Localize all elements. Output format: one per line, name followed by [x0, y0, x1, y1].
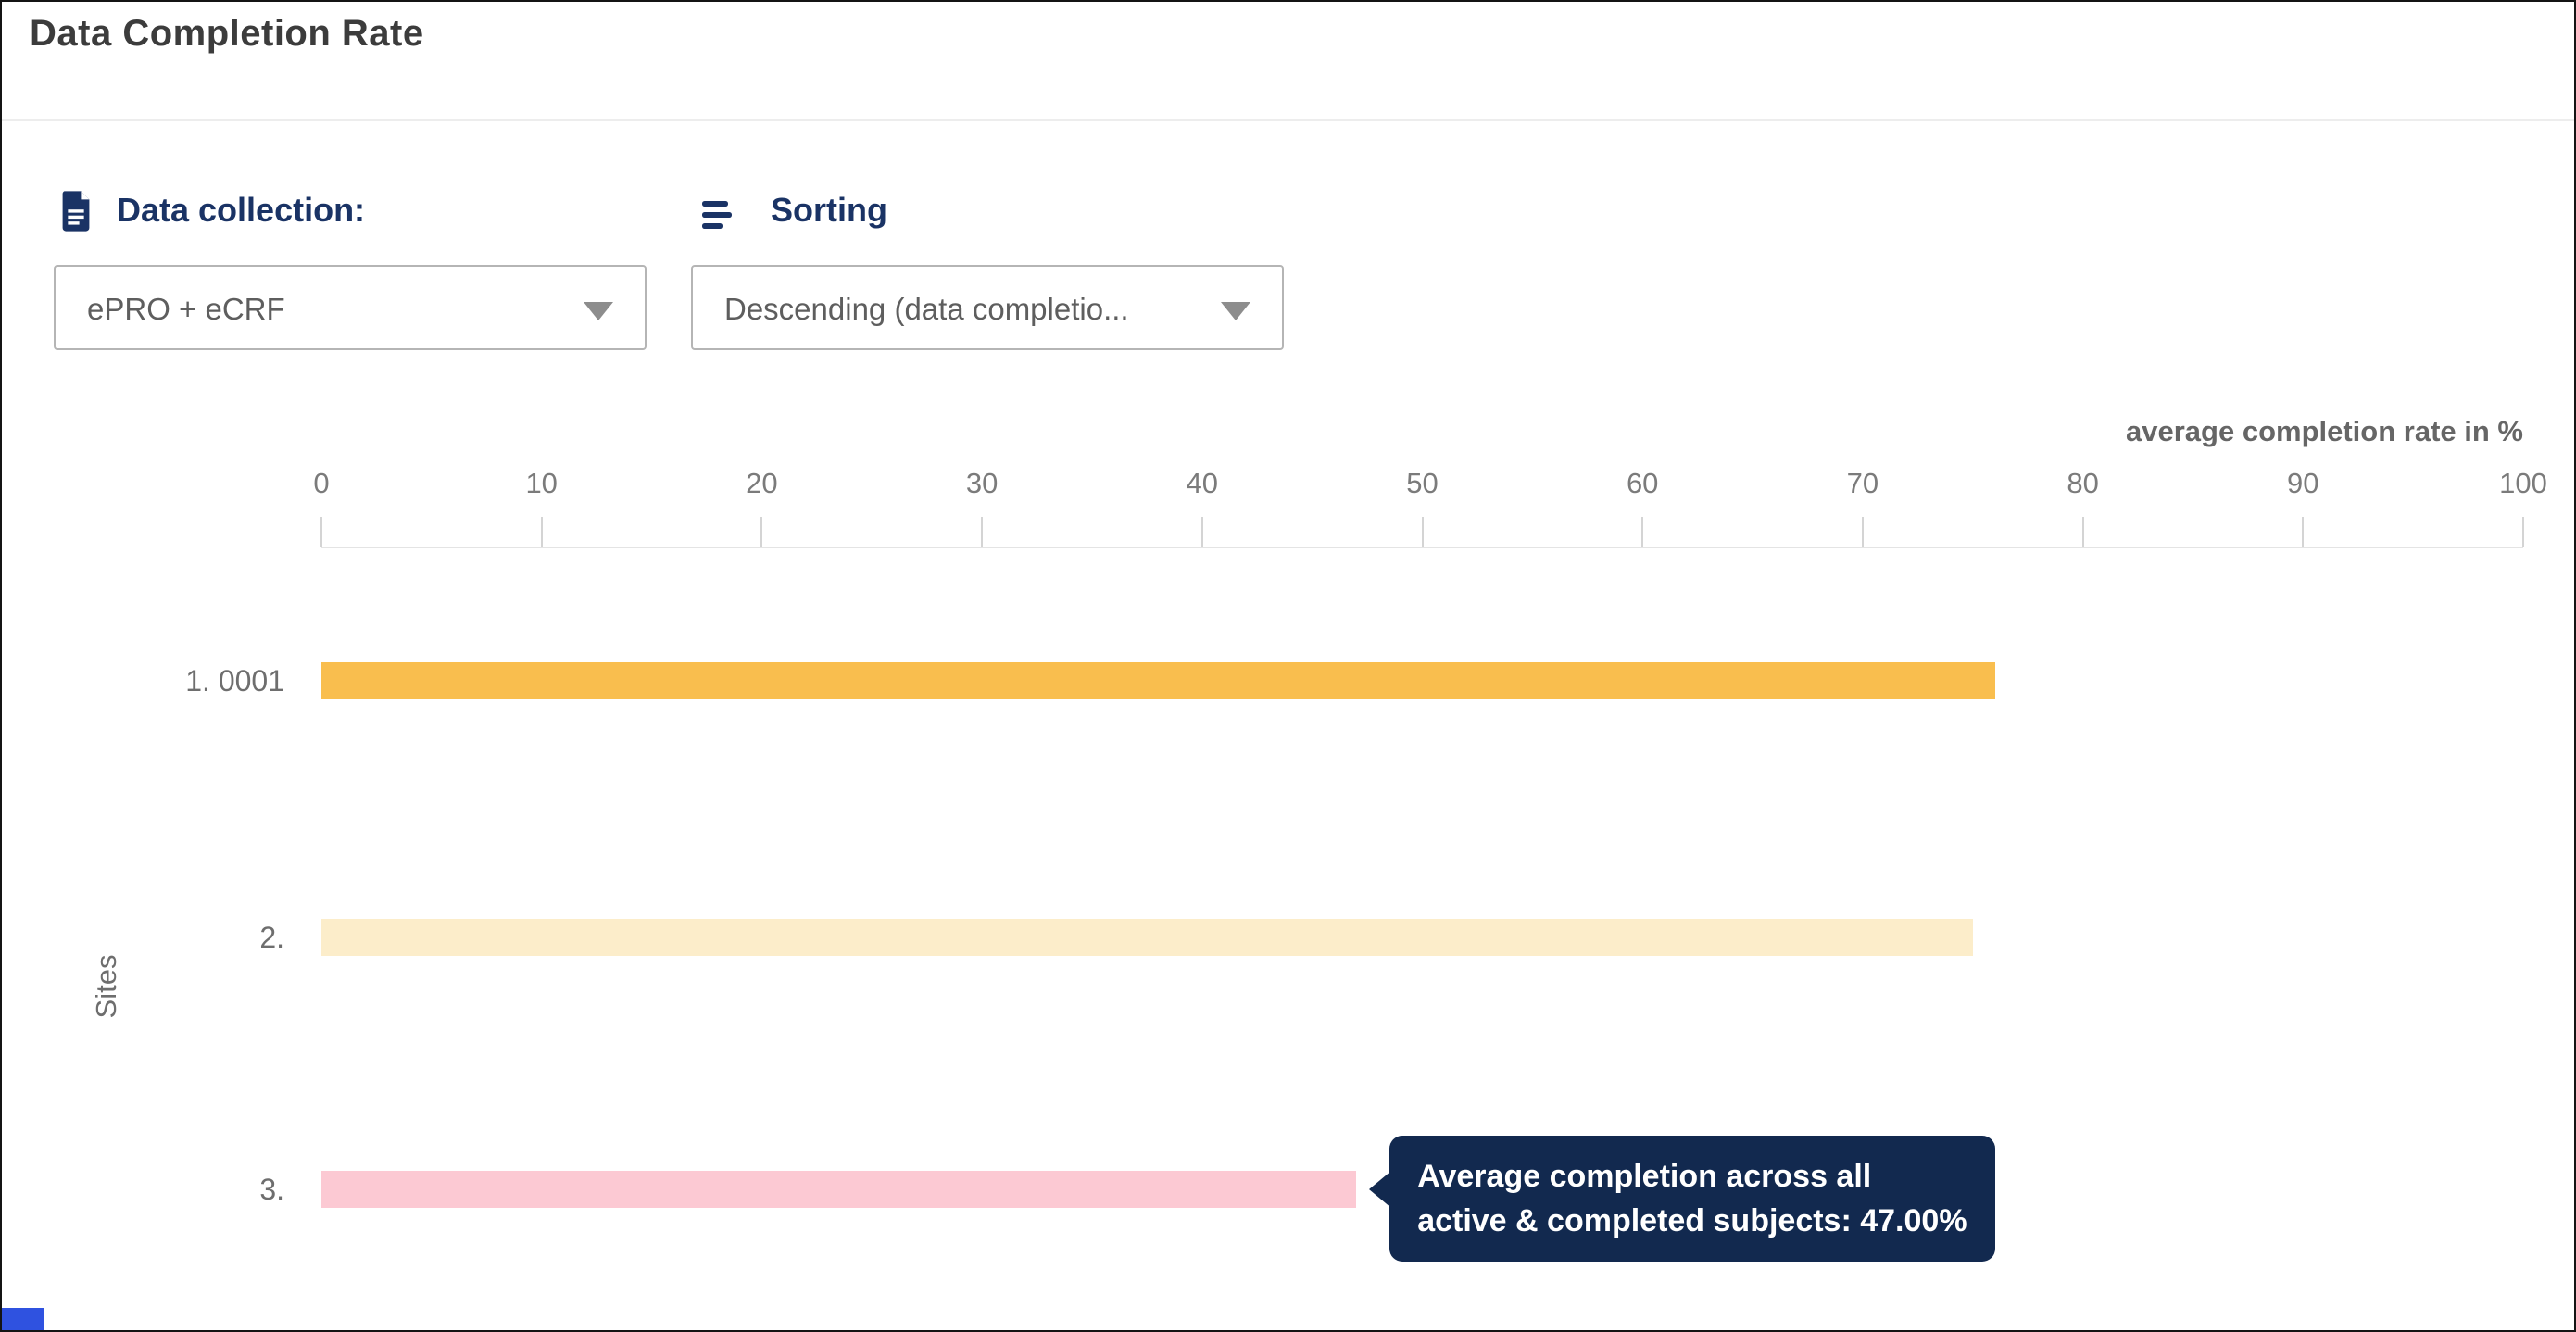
data-collection-select[interactable]: ePRO + eCRF [54, 265, 647, 350]
tooltip-line-1: Average completion across all [1417, 1159, 1872, 1194]
x-tick-label: 70 [1846, 467, 1879, 499]
bar-label-1: 1. 0001 [185, 664, 284, 697]
x-tick-label: 80 [2067, 467, 2099, 499]
x-tick-mark [1200, 517, 1203, 547]
x-tick-mark [2081, 517, 2084, 547]
x-tick-mark [1861, 517, 1864, 547]
chevron-down-icon [1221, 302, 1250, 320]
x-tick-label: 90 [2287, 467, 2319, 499]
x-axis-line [321, 547, 2523, 548]
x-tick-mark [2522, 517, 2524, 547]
sorting-select[interactable]: Descending (data completio... [691, 265, 1284, 350]
x-tick-mark [540, 517, 543, 547]
x-tick-label: 100 [2499, 467, 2547, 499]
x-tick-label: 0 [313, 467, 330, 499]
x-tick-label: 20 [746, 467, 778, 499]
tooltip-arrow-left-icon [1369, 1171, 1392, 1208]
sorting-value: Descending (data completio... [724, 292, 1129, 326]
x-tick-mark [981, 517, 984, 547]
x-tick-label: 40 [1186, 467, 1219, 499]
x-tick-label: 50 [1406, 467, 1439, 499]
x-tick-label: 60 [1626, 467, 1659, 499]
bar-site-1[interactable] [321, 662, 1995, 699]
bar-label-3: 3. [259, 1173, 284, 1206]
x-tick-mark [320, 517, 322, 547]
bar-site-3[interactable] [321, 1171, 1357, 1208]
x-tick-mark [1641, 517, 1644, 547]
chevron-down-icon [584, 302, 613, 320]
x-tick-mark [2302, 517, 2305, 547]
x-tick-mark [760, 517, 763, 547]
x-tick-mark [1421, 517, 1424, 547]
tooltip-line-2: active & completed subjects: 47.00% [1417, 1203, 1967, 1238]
sorting-label: Sorting [771, 191, 887, 229]
y-axis-label: Sites [90, 954, 122, 1019]
document-icon [59, 191, 93, 236]
x-axis-title: average completion rate in % [2126, 415, 2523, 447]
chart-tooltip: Average completion across all active & c… [1369, 1136, 1995, 1262]
header-divider [2, 119, 2574, 121]
bar-site-2[interactable] [321, 919, 1973, 956]
bottom-left-partial-element [2, 1308, 44, 1330]
page-title: Data Completion Rate [30, 13, 424, 54]
data-collection-label: Data collection: [117, 191, 366, 229]
bar-label-2: 2. [259, 921, 284, 954]
data-collection-value: ePRO + eCRF [87, 292, 285, 326]
x-tick-label: 10 [525, 467, 558, 499]
sort-lines-icon [702, 198, 735, 236]
x-tick-label: 30 [965, 467, 999, 499]
